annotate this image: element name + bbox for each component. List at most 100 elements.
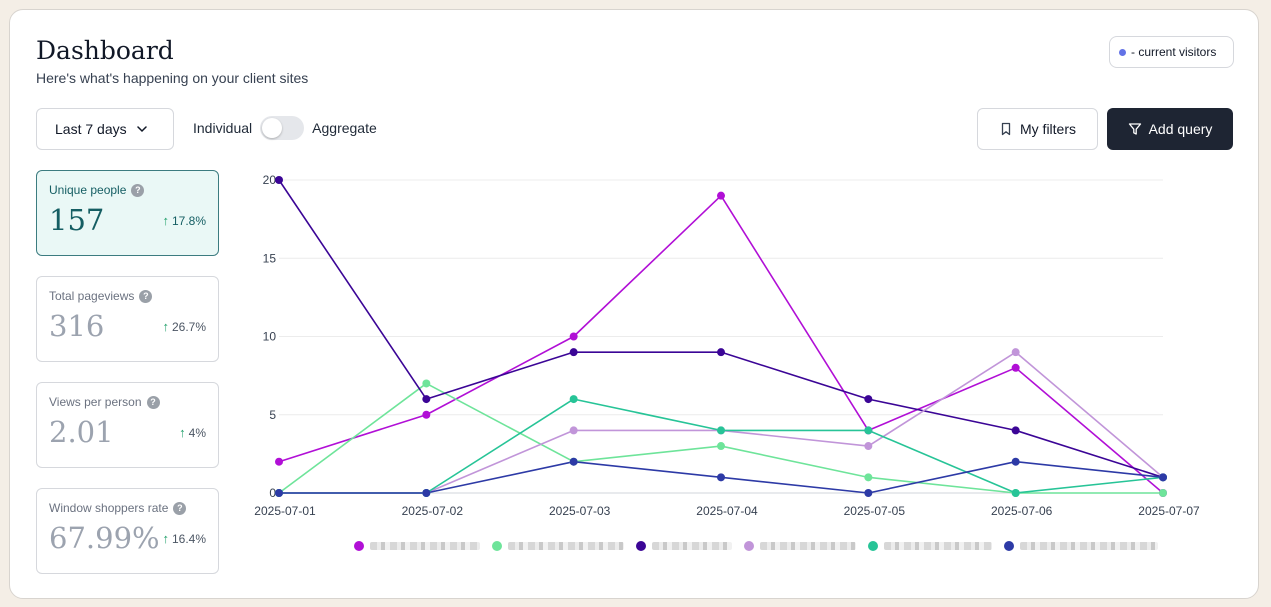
stat-change: ↑ 17.8% xyxy=(162,213,206,228)
data-point-s2[interactable] xyxy=(864,473,873,482)
data-point-s1[interactable] xyxy=(1011,363,1020,372)
data-point-s1[interactable] xyxy=(569,332,578,341)
data-point-s1[interactable] xyxy=(717,191,725,200)
x-tick-label: 2025-07-07 xyxy=(1138,504,1200,518)
legend-dot-icon xyxy=(868,541,878,551)
data-point-s6[interactable] xyxy=(864,489,873,497)
my-filters-label: My filters xyxy=(1020,121,1076,137)
page-subtitle: Here's what's happening on your client s… xyxy=(36,70,309,86)
stat-value: 316 xyxy=(49,309,105,343)
legend-item-6[interactable] xyxy=(1004,541,1158,551)
help-icon[interactable]: ? xyxy=(139,289,153,303)
view-mode-toggle-group: Individual Aggregate xyxy=(193,116,377,140)
help-icon[interactable]: ? xyxy=(146,395,160,409)
stat-card-unique-people[interactable]: Unique people ? 157 ↑ 17.8% xyxy=(36,170,219,256)
legend-item-2[interactable] xyxy=(492,541,624,551)
stat-change: ↑ 26.7% xyxy=(162,319,206,334)
stat-label: Unique people xyxy=(49,183,127,197)
stat-label: Total pageviews xyxy=(49,289,135,303)
y-tick-label: 10 xyxy=(263,330,277,344)
legend-label-redacted xyxy=(508,542,624,550)
legend-item-1[interactable] xyxy=(354,541,480,551)
data-point-s4[interactable] xyxy=(864,442,873,451)
stat-value: 2.01 xyxy=(49,415,114,449)
x-tick-label: 2025-07-02 xyxy=(402,504,464,518)
data-point-s6[interactable] xyxy=(1011,457,1020,466)
add-query-label: Add query xyxy=(1148,121,1213,137)
arrow-up-icon: ↑ xyxy=(179,425,186,440)
stat-change: ↑ 16.4% xyxy=(162,531,206,546)
data-point-s5[interactable] xyxy=(1011,489,1020,497)
current-visitors-label: - current visitors xyxy=(1131,45,1217,59)
toggle-label-aggregate: Aggregate xyxy=(312,120,377,136)
y-tick-label: 0 xyxy=(269,486,276,500)
stat-change-value: 26.7% xyxy=(171,319,206,334)
legend-label-redacted xyxy=(760,542,856,550)
live-dot-icon xyxy=(1119,48,1126,56)
data-point-s3[interactable] xyxy=(275,176,283,184)
series-line-4[interactable] xyxy=(279,351,1164,494)
data-point-s6[interactable] xyxy=(717,473,725,482)
data-point-s6[interactable] xyxy=(569,457,578,466)
filter-funnel-icon xyxy=(1128,123,1141,135)
data-point-s3[interactable] xyxy=(422,395,431,404)
data-point-s3[interactable] xyxy=(717,348,725,357)
x-tick-label: 2025-07-04 xyxy=(696,504,758,518)
stat-change-value: 17.8% xyxy=(171,213,206,228)
stat-label: Window shoppers rate xyxy=(49,501,169,515)
stat-change: ↑ 4% xyxy=(179,425,206,440)
stat-card-total-pageviews[interactable]: Total pageviews ? 316 ↑ 26.7% xyxy=(36,276,219,362)
x-tick-label: 2025-07-03 xyxy=(549,504,611,518)
chevron-down-icon xyxy=(136,126,147,133)
legend-dot-icon xyxy=(1004,541,1014,551)
data-point-s3[interactable] xyxy=(1011,426,1020,435)
data-point-s5[interactable] xyxy=(717,426,725,435)
date-range-select[interactable]: Last 7 days xyxy=(36,108,174,150)
chart-legend xyxy=(354,538,1158,554)
legend-item-5[interactable] xyxy=(868,541,992,551)
data-point-s5[interactable] xyxy=(569,395,578,404)
data-point-s6[interactable] xyxy=(1159,473,1167,482)
legend-item-3[interactable] xyxy=(636,541,732,551)
data-point-s6[interactable] xyxy=(275,489,283,497)
help-icon[interactable]: ? xyxy=(131,183,145,197)
data-point-s4[interactable] xyxy=(1011,348,1020,357)
data-point-s4[interactable] xyxy=(569,426,578,435)
stat-label-wrap: Views per person ? xyxy=(49,395,160,409)
legend-dot-icon xyxy=(744,541,754,551)
page-title: Dashboard xyxy=(36,36,174,65)
bookmark-icon xyxy=(1001,122,1011,136)
current-visitors-badge[interactable]: - current visitors xyxy=(1109,36,1234,68)
arrow-up-icon: ↑ xyxy=(162,531,169,546)
data-point-s1[interactable] xyxy=(275,457,283,466)
stat-label-wrap: Window shoppers rate ? xyxy=(49,501,187,515)
legend-label-redacted xyxy=(370,542,480,550)
data-point-s2[interactable] xyxy=(422,379,431,388)
legend-label-redacted xyxy=(1020,542,1158,550)
my-filters-button[interactable]: My filters xyxy=(977,108,1098,150)
stat-value: 67.99% xyxy=(49,521,160,555)
data-point-s3[interactable] xyxy=(569,348,578,357)
y-tick-label: 5 xyxy=(269,408,276,422)
stat-label: Views per person xyxy=(49,395,142,409)
legend-item-4[interactable] xyxy=(744,541,856,551)
add-query-button[interactable]: Add query xyxy=(1107,108,1233,150)
data-point-s5[interactable] xyxy=(864,426,873,435)
view-mode-toggle[interactable] xyxy=(260,116,305,140)
stat-card-window-shoppers-rate[interactable]: Window shoppers rate ? 67.99% ↑ 16.4% xyxy=(36,488,219,574)
data-point-s6[interactable] xyxy=(422,489,431,497)
data-point-s1[interactable] xyxy=(422,410,431,419)
help-icon[interactable]: ? xyxy=(173,501,187,515)
data-point-s2[interactable] xyxy=(717,442,725,451)
stat-value: 157 xyxy=(49,203,105,237)
stat-card-views-per-person[interactable]: Views per person ? 2.01 ↑ 4% xyxy=(36,382,219,468)
stat-change-value: 4% xyxy=(188,425,206,440)
stat-change-value: 16.4% xyxy=(171,531,206,546)
data-point-s2[interactable] xyxy=(1159,489,1167,497)
data-point-s3[interactable] xyxy=(864,395,873,404)
dashboard-card: Dashboard Here's what's happening on you… xyxy=(9,9,1259,599)
unique-people-line-chart: 0 5 10 15 20 2025-07-01 2025-07-02 2025-07-03 20… xyxy=(254,173,1200,518)
toggle-knob xyxy=(262,118,283,138)
y-tick-label: 15 xyxy=(263,251,277,265)
arrow-up-icon: ↑ xyxy=(162,319,169,334)
